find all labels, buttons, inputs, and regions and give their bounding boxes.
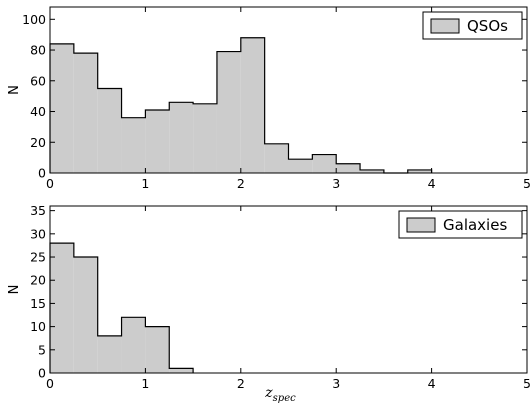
x-tick-label: 4: [428, 376, 436, 391]
histogram-bar: [73, 257, 98, 373]
legend: QSOs: [422, 11, 523, 40]
x-tick-label: 0: [46, 376, 54, 391]
y-axis-label: N: [7, 285, 22, 295]
legend: Galaxies: [398, 210, 523, 239]
histogram-bar: [336, 163, 361, 173]
y-tick-label: 100: [22, 12, 46, 27]
panel-qso: 0 1 2 3 4 5 0 20 40 60 80 100 N QSOs: [7, 6, 531, 191]
x-tick-label: 5: [523, 176, 531, 191]
histogram-bar: [145, 109, 170, 173]
y-tick-label: 35: [30, 203, 46, 218]
histogram-bar: [264, 143, 289, 173]
x-tick-label: 5: [523, 376, 531, 391]
histogram-bar: [50, 43, 74, 174]
histogram-bar: [312, 154, 337, 173]
histogram-bar: [97, 335, 122, 373]
histogram-bar: [50, 243, 74, 373]
legend-label: QSOs: [467, 17, 508, 35]
y-tick-label: 20: [30, 273, 46, 288]
y-tick-label: 20: [30, 135, 46, 150]
x-tick-label: 2: [237, 376, 245, 391]
histogram-bar: [360, 169, 384, 173]
histogram-outline: [49, 37, 433, 174]
histogram-bar: [407, 169, 432, 173]
histogram-bar: [121, 117, 146, 173]
x-tick-label: 3: [332, 176, 340, 191]
histogram-bar: [145, 326, 170, 373]
y-tick-label: 5: [38, 342, 46, 357]
x-tick-label: 2: [237, 176, 245, 191]
y-tick-label: 15: [30, 296, 46, 311]
y-tick-label: 80: [30, 43, 46, 58]
x-tick-label: 4: [428, 176, 436, 191]
x-tick-label: 1: [141, 376, 149, 391]
legend-label: Galaxies: [443, 216, 507, 234]
y-tick-label: 25: [30, 250, 46, 265]
histogram-bar: [288, 159, 313, 173]
x-tick-label: 1: [141, 176, 149, 191]
y-tick-label: 10: [30, 319, 46, 334]
y-tick-label: 0: [38, 366, 46, 381]
axes-frame: [49, 205, 528, 374]
x-tick-label: 3: [332, 376, 340, 391]
histogram-bar: [121, 317, 146, 373]
legend-box: [398, 210, 523, 239]
x-axis-label: zspec: [264, 385, 296, 404]
histogram-bar: [169, 368, 194, 373]
legend-swatch: [406, 217, 436, 233]
histogram-bar: [169, 102, 194, 173]
legend-swatch: [430, 18, 460, 34]
histogram-outline: [49, 242, 194, 373]
x-tick-label: 0: [46, 176, 54, 191]
y-tick-label: 60: [30, 73, 46, 88]
histogram-bar: [216, 51, 241, 173]
histogram-bar: [240, 37, 265, 174]
y-tick-label: 0: [38, 166, 46, 181]
y-tick-label: 30: [30, 226, 46, 241]
histogram-bar: [97, 88, 122, 173]
y-axis-label: N: [7, 85, 22, 95]
axes-frame: [49, 6, 528, 174]
histogram-bar: [73, 53, 98, 173]
histogram-bar: [193, 103, 217, 173]
y-tick-label: 40: [30, 104, 46, 119]
